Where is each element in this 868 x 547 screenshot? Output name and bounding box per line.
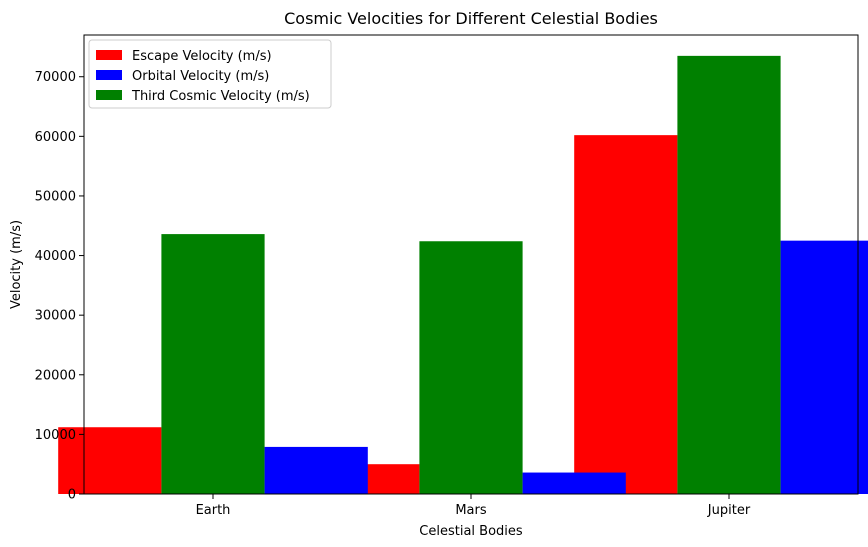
plot-frame — [83, 34, 859, 495]
x-tick-label: Jupiter — [707, 503, 751, 518]
bar-third-cosmic-mars — [419, 241, 523, 494]
x-tick-label: Mars — [455, 503, 487, 518]
x-tick-label: Earth — [196, 503, 231, 518]
bar-orbital-mars — [522, 472, 626, 494]
y-tick-label: 20000 — [35, 368, 76, 383]
legend-label-escape: Escape Velocity (m/s) — [132, 49, 272, 64]
legend-label-third-cosmic: Third Cosmic Velocity (m/s) — [131, 89, 310, 104]
y-axis: 0 10000 20000 30000 40000 50000 60000 70000 — [35, 70, 84, 503]
y-axis-label: Velocity (m/s) — [9, 220, 24, 309]
bar-escape-earth — [58, 427, 162, 494]
y-tick-label: 30000 — [35, 309, 76, 324]
x-axis-label: Celestial Bodies — [419, 524, 523, 539]
bar-third-cosmic-jupiter — [677, 55, 781, 494]
legend-swatch-escape — [96, 50, 122, 60]
chart-title: Cosmic Velocities for Different Celestia… — [284, 9, 658, 28]
y-tick-label: 40000 — [35, 249, 76, 264]
bar-orbital-earth — [264, 446, 368, 494]
bar-orbital-jupiter — [780, 240, 868, 494]
bar-escape-jupiter — [574, 135, 678, 495]
y-tick-label: 70000 — [35, 70, 76, 85]
legend-swatch-third-cosmic — [96, 90, 122, 100]
bar-third-cosmic-earth — [161, 234, 265, 494]
legend: Escape Velocity (m/s) Orbital Velocity (m… — [88, 39, 332, 109]
x-axis: Earth Mars Jupiter — [196, 494, 751, 518]
y-tick-label: 0 — [68, 488, 76, 503]
y-tick-label: 10000 — [35, 428, 76, 443]
y-tick-label: 60000 — [35, 130, 76, 145]
legend-box — [88, 39, 332, 109]
legend-swatch-orbital — [96, 70, 122, 80]
bars-group — [58, 55, 868, 495]
y-tick-label: 50000 — [35, 189, 76, 204]
legend-label-orbital: Orbital Velocity (m/s) — [132, 69, 269, 84]
